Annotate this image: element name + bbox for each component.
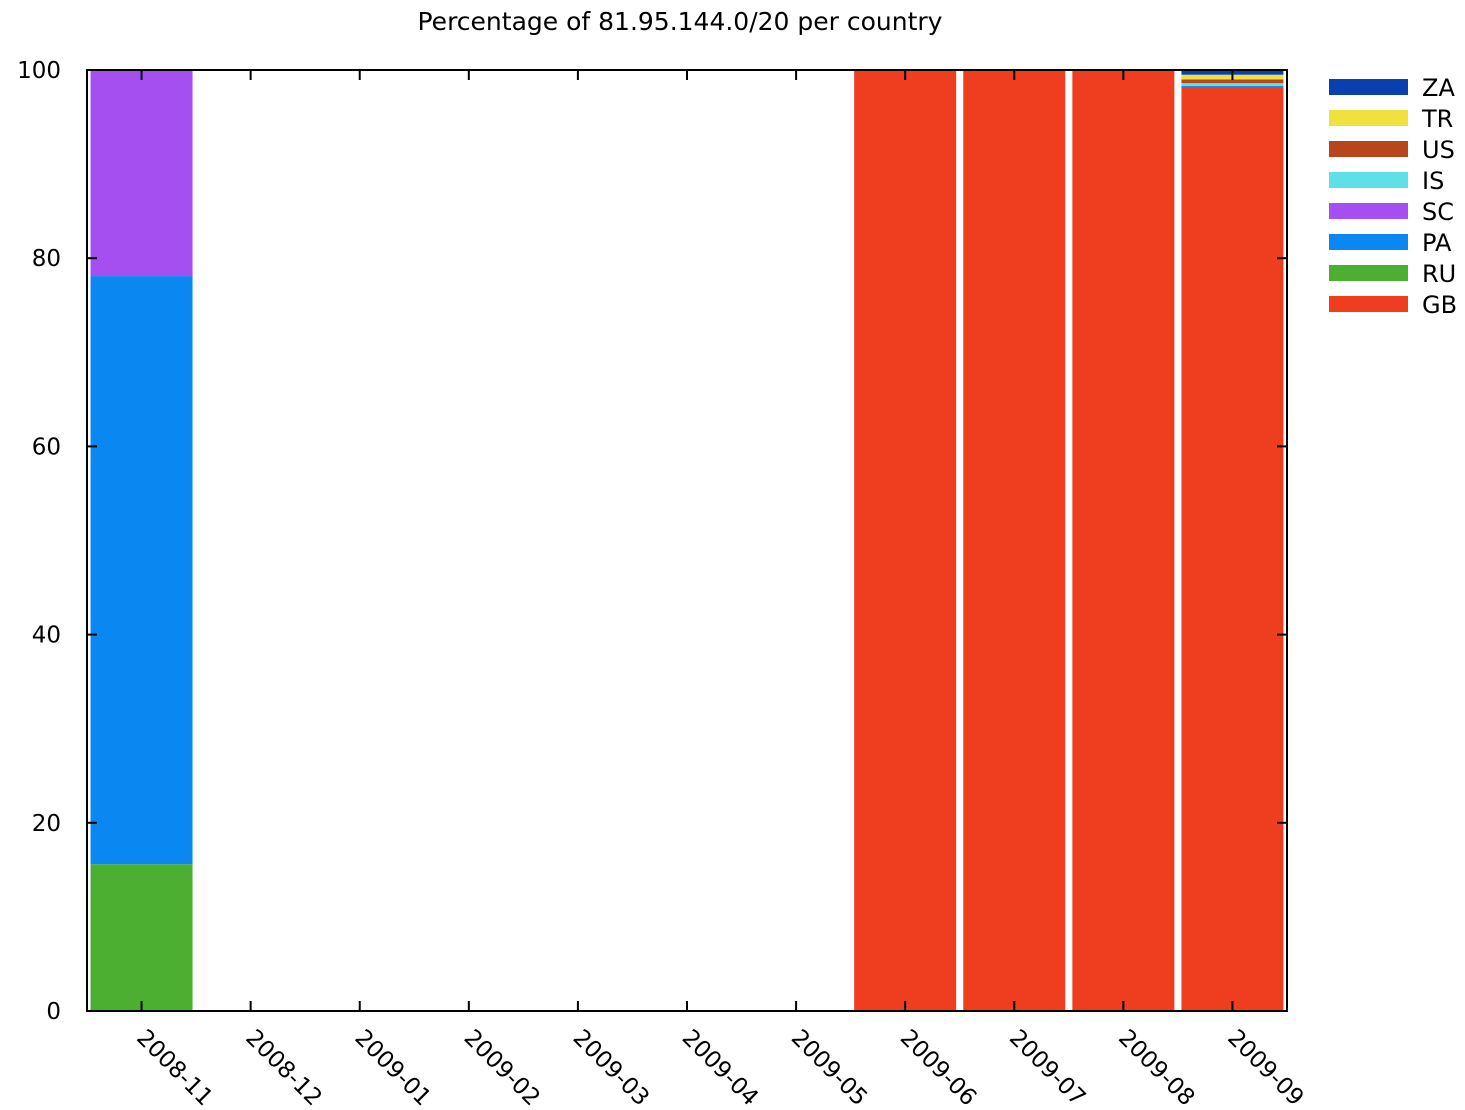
y-axis: 0 20 40 60 80 100 [17, 58, 1287, 1025]
x-tick-label: 2009-08 [1113, 1025, 1199, 1110]
bar-IS-2009-09 [1181, 83, 1284, 86]
y-tick-label: 60 [32, 434, 61, 460]
bar-US-2009-09 [1181, 79, 1284, 84]
legend-swatch-GB [1329, 296, 1408, 312]
x-tick-label: 2009-04 [677, 1025, 763, 1110]
bar-PA-2008-11 [90, 276, 193, 865]
x-tick-label: 2008-12 [240, 1025, 326, 1110]
legend-label-GB: GB [1422, 291, 1457, 319]
legend-swatch-TR [1329, 110, 1408, 126]
x-tick-label: 2009-05 [786, 1025, 872, 1110]
legend-label-RU: RU [1422, 260, 1456, 288]
bar-GB-2009-06 [854, 70, 957, 1011]
legend-label-TR: TR [1421, 105, 1453, 133]
legend-swatch-PA [1329, 234, 1408, 250]
x-tick-label: 2009-03 [568, 1025, 654, 1110]
bar-GB-2009-08 [1072, 70, 1175, 1011]
legend-label-US: US [1422, 136, 1455, 164]
legend-label-PA: PA [1422, 229, 1452, 257]
x-tick-label: 2008-11 [131, 1025, 217, 1110]
bars [90, 70, 1284, 1011]
y-tick-label: 100 [17, 58, 61, 84]
bar-GB-2009-09 [1181, 86, 1284, 1011]
legend-label-SC: SC [1422, 198, 1454, 226]
legend: ZA TR US IS SC PA RU GB [1329, 74, 1457, 319]
legend-swatch-IS [1329, 172, 1408, 188]
legend-label-IS: IS [1422, 167, 1444, 195]
bar-RU-2008-11 [90, 864, 193, 1011]
bar-PA-2009-09 [1181, 86, 1284, 87]
legend-swatch-US [1329, 141, 1408, 157]
y-tick-label: 0 [46, 999, 61, 1025]
x-tick-label: 2009-09 [1222, 1025, 1308, 1110]
y-tick-label: 20 [32, 811, 61, 837]
legend-label-ZA: ZA [1422, 74, 1455, 102]
legend-swatch-RU [1329, 265, 1408, 281]
legend-swatch-SC [1329, 203, 1408, 219]
y-tick-label: 80 [32, 246, 61, 272]
bar-GB-2009-07 [963, 70, 1066, 1011]
bar-SC-2008-11 [90, 70, 193, 277]
chart-title: Percentage of 81.95.144.0/20 per country [418, 7, 943, 36]
x-tick-label: 2009-02 [459, 1025, 545, 1110]
x-tick-label: 2009-01 [349, 1025, 435, 1110]
x-tick-label: 2009-07 [1004, 1025, 1090, 1110]
y-tick-label: 40 [32, 623, 61, 649]
legend-swatch-ZA [1329, 79, 1408, 95]
x-tick-label: 2009-06 [895, 1025, 981, 1110]
